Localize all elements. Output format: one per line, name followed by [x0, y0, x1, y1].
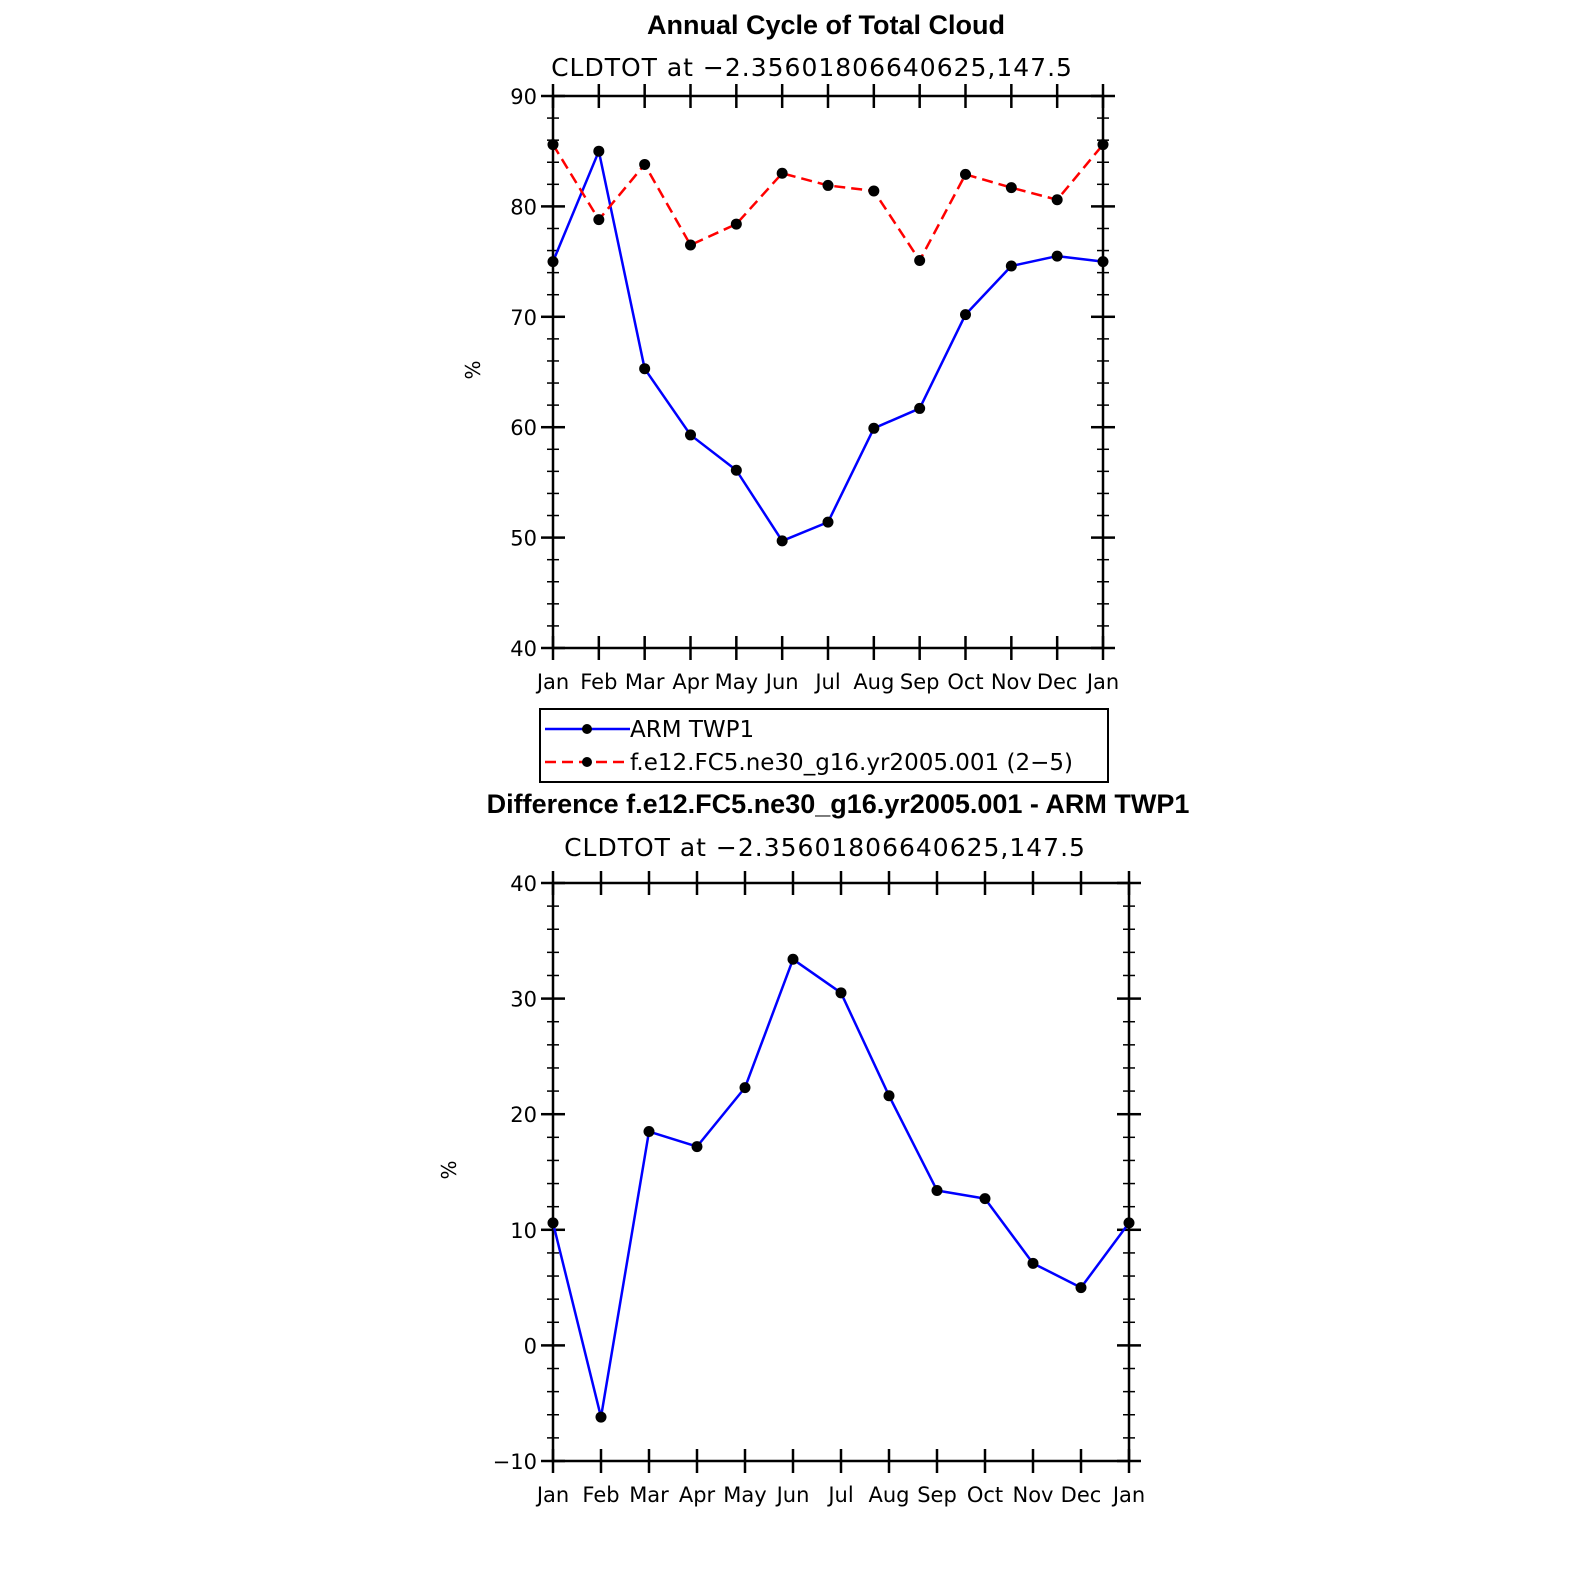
top-chart-title: Annual Cycle of Total Cloud — [647, 10, 1005, 40]
bottom-xtick-label: Jun — [775, 1483, 810, 1507]
top-series-1-point — [776, 167, 788, 179]
bottom-chart-subtitle: CLDTOT at −2.35601806640625,147.5 — [564, 833, 1086, 862]
top-xtick-label: Dec — [1037, 670, 1078, 694]
bottom-xtick-label: Aug — [868, 1483, 909, 1507]
top-series-0-point — [547, 256, 559, 268]
legend-marker-model — [582, 757, 592, 767]
top-xtick-label: Oct — [947, 670, 983, 694]
top-chart-ylabel: % — [461, 360, 485, 379]
legend-label-model: f.e12.FC5.ne30_g16.yr2005.001 (2−5) — [630, 750, 1073, 776]
top-xtick-label: Nov — [991, 670, 1032, 694]
bottom-ytick-label: 20 — [510, 1103, 537, 1127]
top-xtick-label: Jul — [813, 670, 840, 694]
legend-label-arm: ARM TWP1 — [630, 717, 754, 743]
top-xtick-label: May — [715, 670, 758, 694]
top-xtick-label: Apr — [672, 670, 709, 694]
top-series-line-1 — [551, 143, 1104, 262]
top-series-1-point — [1051, 194, 1063, 206]
bottom-xtick-label: Apr — [679, 1483, 716, 1507]
top-series-1-point — [1005, 182, 1017, 194]
top-ytick-label: 40 — [510, 637, 537, 661]
top-ytick-label: 50 — [510, 527, 537, 551]
top-xtick-label: Aug — [853, 670, 894, 694]
bottom-chart-ylabel: % — [437, 1160, 461, 1179]
top-series-1-point — [639, 158, 651, 170]
top-series-0-point — [1005, 260, 1017, 272]
top-series-line-0 — [551, 149, 1104, 543]
top-series-0-point — [730, 464, 742, 476]
top-xtick-label: Feb — [580, 670, 617, 694]
legend: ARM TWP1 f.e12.FC5.ne30_g16.yr2005.001 (… — [539, 708, 1109, 783]
bottom-chart-title: Difference f.e12.FC5.ne30_g16.yr2005.001… — [487, 789, 1190, 819]
top-xtick-label: Jun — [764, 670, 799, 694]
top-series-0-point — [1051, 250, 1063, 262]
top-ytick-label: 70 — [510, 306, 537, 330]
top-series-0-point — [868, 422, 880, 434]
top-series-1-point — [547, 139, 559, 151]
top-xtick-label: Jan — [1085, 670, 1119, 694]
top-series-1-point — [1097, 139, 1109, 151]
top-series-1-point — [960, 168, 971, 180]
top-ytick-label: 90 — [510, 85, 537, 109]
bottom-xtick-label: Feb — [582, 1483, 619, 1507]
top-series-1-point — [822, 179, 834, 191]
top-series-0-point — [639, 363, 651, 375]
bottom-xtick-label: Mar — [629, 1483, 669, 1507]
bottom-ytick-label: 30 — [510, 988, 537, 1012]
bottom-xtick-label: Oct — [967, 1483, 1003, 1507]
bottom-plot-frame — [551, 881, 1131, 1463]
bottom-series-0-point — [1075, 1282, 1087, 1294]
top-series-1-point — [730, 218, 742, 230]
bottom-series-0-point — [691, 1141, 703, 1153]
bottom-series-0-point — [931, 1184, 943, 1196]
bottom-series-0-point — [643, 1126, 655, 1138]
bottom-xtick-label: Sep — [917, 1483, 957, 1507]
bottom-xtick-label: May — [723, 1483, 766, 1507]
top-xtick-label: Jan — [535, 670, 569, 694]
bottom-xtick-label: Jan — [535, 1483, 569, 1507]
bottom-series-0-point — [979, 1193, 991, 1205]
top-chart-subtitle: CLDTOT at −2.35601806640625,147.5 — [551, 53, 1073, 82]
bottom-series-0-point — [787, 953, 799, 965]
top-series-0-point — [822, 516, 834, 528]
top-plot-frame — [551, 94, 1105, 650]
top-series-0-point — [1097, 256, 1109, 268]
legend-marker-arm — [582, 724, 592, 734]
bottom-series-0-point — [883, 1090, 895, 1102]
top-xtick-label: Mar — [625, 670, 665, 694]
bottom-ytick-label: 40 — [510, 872, 537, 896]
top-ytick-label: 60 — [510, 416, 537, 440]
top-series-0-point — [960, 309, 971, 321]
top-series-0-point — [593, 145, 605, 157]
bottom-series-line-0 — [551, 958, 1131, 1419]
top-series-0-point — [776, 535, 788, 547]
bottom-chart-plot: −10 0 10 20 30 40 Jan Feb Mar Apr May Jun Jul Aug Sep O… — [493, 871, 1145, 1507]
top-series-1-point — [685, 239, 696, 251]
bottom-series-0-point — [547, 1217, 559, 1229]
legend-box — [539, 708, 1109, 783]
bottom-series-0-point — [739, 1082, 751, 1094]
bottom-series-0-point — [595, 1411, 607, 1423]
bottom-ytick-label: 10 — [510, 1219, 537, 1243]
bottom-series-0-point — [1123, 1217, 1135, 1229]
top-ytick-label: 80 — [510, 195, 537, 219]
top-series-0-point — [914, 402, 926, 414]
bottom-xtick-label: Nov — [1013, 1483, 1054, 1507]
bottom-ytick-label: −10 — [493, 1450, 537, 1474]
bottom-series-0-point — [835, 987, 847, 999]
bottom-xtick-label: Jan — [1111, 1483, 1145, 1507]
bottom-xtick-label: Dec — [1061, 1483, 1102, 1507]
bottom-ytick-label: 0 — [524, 1334, 537, 1358]
top-xtick-label: Sep — [900, 670, 940, 694]
top-series-1-point — [914, 254, 926, 266]
top-series-0-point — [685, 429, 696, 441]
bottom-xtick-label: Jul — [826, 1483, 853, 1507]
top-series-1-point — [593, 214, 605, 226]
top-series-1-point — [868, 185, 880, 197]
bottom-series-0-point — [1027, 1257, 1039, 1269]
top-chart-plot: 40 50 60 70 80 90 Jan Feb Mar Apr May Jun Jul Aug Sep O… — [510, 84, 1119, 694]
